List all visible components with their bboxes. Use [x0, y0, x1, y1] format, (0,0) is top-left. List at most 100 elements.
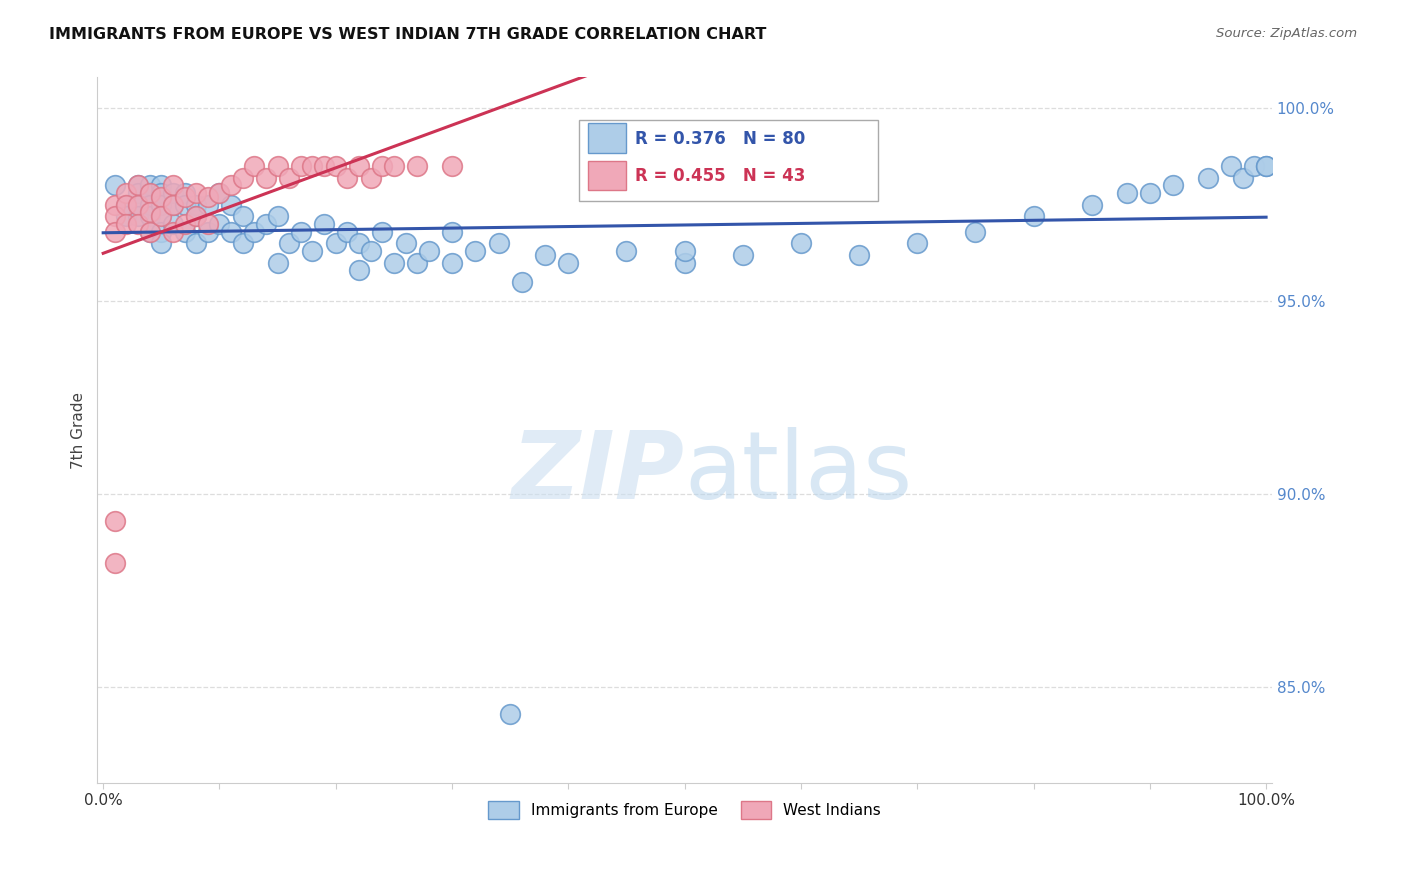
Point: [127, 217, 149, 231]
Point: [138, 209, 160, 223]
Point: [150, 209, 173, 223]
Point: [197, 197, 219, 211]
Text: R = 0.455   N = 43: R = 0.455 N = 43: [636, 167, 806, 185]
Point: [173, 217, 195, 231]
Point: [301, 244, 323, 258]
Point: [441, 255, 464, 269]
Point: [360, 244, 382, 258]
Point: [127, 186, 149, 200]
Point: [557, 255, 579, 269]
Point: [1254, 159, 1277, 173]
Text: atlas: atlas: [685, 426, 912, 518]
Point: [1254, 159, 1277, 173]
Point: [290, 159, 312, 173]
Point: [325, 159, 347, 173]
FancyBboxPatch shape: [588, 123, 626, 153]
Point: [673, 255, 696, 269]
Point: [254, 217, 277, 231]
Point: [186, 236, 208, 251]
Point: [127, 178, 149, 193]
Point: [104, 514, 127, 528]
Point: [162, 186, 184, 200]
Point: [138, 225, 160, 239]
Point: [138, 197, 160, 211]
Point: [336, 225, 359, 239]
Point: [208, 217, 231, 231]
Point: [115, 186, 138, 200]
Point: [325, 236, 347, 251]
Point: [499, 706, 522, 721]
Point: [197, 225, 219, 239]
Point: [186, 186, 208, 200]
Point: [278, 236, 301, 251]
Point: [173, 225, 195, 239]
Point: [673, 244, 696, 258]
Point: [219, 225, 242, 239]
Text: Source: ZipAtlas.com: Source: ZipAtlas.com: [1216, 27, 1357, 40]
Text: R = 0.376   N = 80: R = 0.376 N = 80: [636, 130, 806, 148]
Point: [382, 159, 405, 173]
Point: [104, 556, 127, 570]
Point: [266, 209, 288, 223]
Y-axis label: 7th Grade: 7th Grade: [72, 392, 86, 468]
Point: [314, 217, 336, 231]
Point: [115, 209, 138, 223]
Point: [1022, 209, 1045, 223]
Point: [290, 225, 312, 239]
Point: [104, 197, 127, 211]
Point: [441, 225, 464, 239]
Point: [104, 225, 127, 239]
Point: [150, 209, 173, 223]
Point: [360, 170, 382, 185]
Point: [905, 236, 928, 251]
Point: [1243, 159, 1265, 173]
Point: [162, 225, 184, 239]
Point: [965, 225, 987, 239]
Point: [1220, 159, 1243, 173]
Point: [127, 197, 149, 211]
Point: [347, 236, 370, 251]
Point: [127, 178, 149, 193]
Point: [336, 170, 359, 185]
Point: [1232, 170, 1254, 185]
Point: [150, 190, 173, 204]
Point: [314, 159, 336, 173]
Point: [243, 225, 266, 239]
Point: [1115, 186, 1137, 200]
Point: [208, 186, 231, 200]
Point: [162, 197, 184, 211]
Point: [186, 209, 208, 223]
Point: [150, 178, 173, 193]
Point: [731, 248, 754, 262]
Point: [150, 186, 173, 200]
Point: [790, 236, 813, 251]
Point: [243, 159, 266, 173]
Point: [406, 159, 429, 173]
Text: IMMIGRANTS FROM EUROPE VS WEST INDIAN 7TH GRADE CORRELATION CHART: IMMIGRANTS FROM EUROPE VS WEST INDIAN 7T…: [49, 27, 766, 42]
Point: [1139, 186, 1161, 200]
Point: [1161, 178, 1184, 193]
Point: [162, 217, 184, 231]
Point: [150, 197, 173, 211]
Point: [115, 197, 138, 211]
Point: [488, 236, 510, 251]
Point: [441, 159, 464, 173]
Point: [186, 197, 208, 211]
Point: [150, 236, 173, 251]
Point: [150, 225, 173, 239]
Point: [232, 236, 254, 251]
Point: [138, 225, 160, 239]
Point: [347, 159, 370, 173]
Point: [197, 217, 219, 231]
Point: [162, 197, 184, 211]
Point: [371, 159, 394, 173]
Point: [173, 197, 195, 211]
Point: [382, 255, 405, 269]
Text: ZIP: ZIP: [512, 426, 685, 518]
Point: [254, 170, 277, 185]
Legend: Immigrants from Europe, West Indians: Immigrants from Europe, West Indians: [482, 795, 887, 825]
FancyBboxPatch shape: [588, 161, 626, 190]
Point: [266, 255, 288, 269]
Point: [418, 244, 440, 258]
Point: [347, 263, 370, 277]
